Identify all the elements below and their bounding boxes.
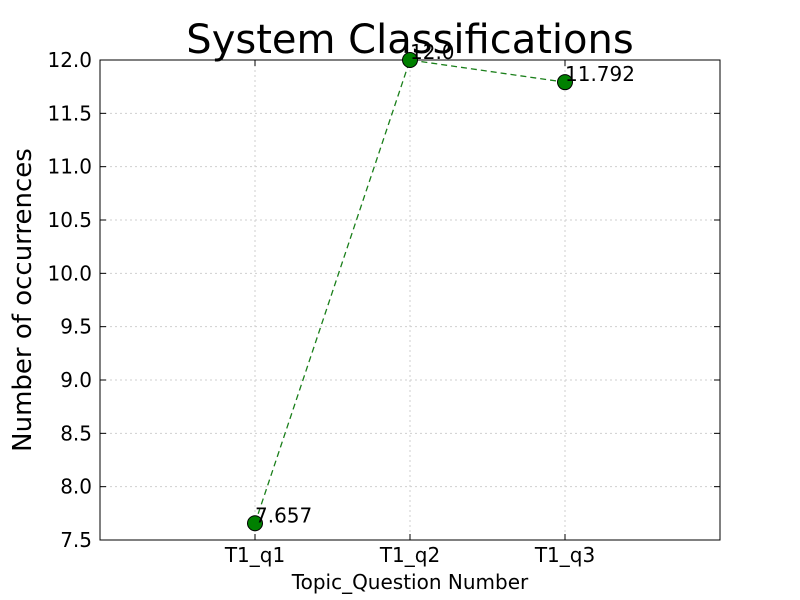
y-tick-label: 10.0 <box>47 261 92 285</box>
y-tick-label: 10.5 <box>47 208 92 232</box>
y-tick-label: 11.5 <box>47 101 92 125</box>
data-point-marker <box>247 515 263 532</box>
y-tick-label: 9.5 <box>60 315 92 339</box>
grid <box>100 59 720 541</box>
x-axis-label: Topic_Question Number <box>291 570 529 594</box>
series-layer <box>247 52 573 532</box>
y-tick-label: 11.0 <box>47 155 92 179</box>
y-tick-label: 8.0 <box>60 475 92 499</box>
y-tick-label: 8.5 <box>60 421 92 445</box>
data-point-label: 11.792 <box>565 62 635 86</box>
data-point-label: 7.657 <box>255 503 312 527</box>
x-tick-label: T1_q2 <box>379 543 440 567</box>
data-point-label: 12.0 <box>410 40 455 64</box>
y-axis-label: Number of occurrences <box>8 148 38 452</box>
series-line <box>254 59 566 524</box>
y-tick-label: 9.0 <box>60 368 92 392</box>
data-point-marker <box>557 74 573 91</box>
axis-ticks: 7.5 8.0 8.5 9.0 9.5 10.0 10.5 11.0 11.5 12.0 T1_q1… <box>47 48 720 567</box>
y-tick-label: 12.0 <box>47 48 92 72</box>
data-point-marker <box>402 52 418 68</box>
x-tick-label: T1_q3 <box>534 543 595 567</box>
y-tick-label: 7.5 <box>60 528 92 552</box>
data-labels: 7.657 12.0 11.792 <box>255 40 635 527</box>
x-tick-label: T1_q1 <box>224 543 285 567</box>
